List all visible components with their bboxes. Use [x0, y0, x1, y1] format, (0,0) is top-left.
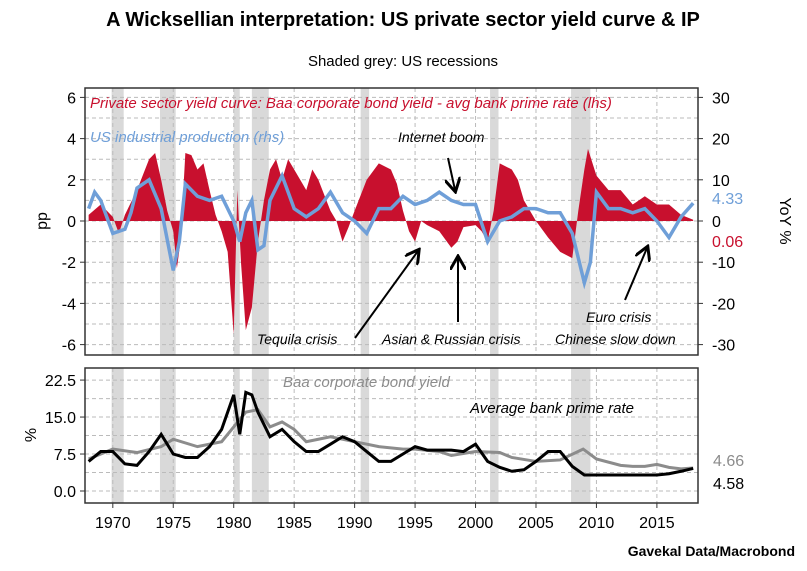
bottom-plot-frame — [84, 367, 699, 504]
x-tick-label: 2000 — [458, 515, 494, 532]
annotation-chinese-slow-down: Chinese slow down — [555, 331, 676, 347]
annotation-arrow — [354, 251, 418, 339]
y-tick-label-right: 20 — [712, 132, 730, 149]
y-axis-label-bottom: % — [23, 428, 40, 442]
annotation-arrow — [448, 157, 455, 190]
x-tick-label: 2005 — [518, 515, 554, 532]
spread-last-value: 0.06 — [712, 234, 743, 251]
annotation-arrow — [624, 248, 647, 301]
annotation-euro-crisis: Euro crisis — [586, 309, 651, 325]
x-tick-label: 1970 — [95, 515, 131, 532]
recession-band — [159, 88, 176, 355]
y-axis-label-right: YoY % — [776, 197, 793, 244]
y-tick-label-bottom: 22.5 — [45, 373, 76, 390]
x-tick-label: 2010 — [579, 515, 615, 532]
recession-band — [233, 88, 240, 355]
recession-band — [111, 368, 124, 503]
x-tick-label: 1985 — [276, 515, 312, 532]
annotation-asian-russian-crisis: Asian & Russian crisis — [381, 331, 521, 347]
y-tick-label-right: 30 — [712, 90, 730, 107]
y-tick-label-left: -6 — [62, 338, 76, 355]
y-tick-label-right: 0 — [712, 214, 721, 231]
legend-prime-rate: Average bank prime rate — [469, 400, 634, 417]
annotation-tequila-crisis: Tequila crisis — [257, 331, 337, 347]
prime-rate-line — [87, 390, 694, 477]
y-tick-label-right: -20 — [712, 296, 735, 313]
legend-yield-curve: Private sector yield curve: Baa corporat… — [90, 95, 612, 112]
baa-yield-line — [88, 407, 694, 471]
x-tick-label: 1980 — [216, 515, 252, 532]
y-tick-label-right: -30 — [712, 338, 735, 355]
y-tick-label-left: 2 — [67, 173, 76, 190]
y-axis-label-left: pp — [34, 212, 51, 230]
x-tick-label: 1975 — [155, 515, 191, 532]
x-tick-label: 1995 — [397, 515, 433, 532]
annotation-internet-boom: Internet boom — [398, 129, 485, 145]
chart-title: A Wicksellian interpretation: US private… — [106, 9, 700, 31]
prime-last-value: 4.58 — [713, 476, 744, 493]
recession-band — [571, 368, 591, 503]
chart-subtitle: Shaded grey: US recessions — [308, 53, 498, 70]
y-tick-label-left: 4 — [67, 132, 76, 149]
y-tick-label-bottom: 7.5 — [54, 447, 76, 464]
recession-band — [571, 88, 591, 355]
y-tick-label-right: -10 — [712, 255, 735, 272]
y-tick-label-left: 6 — [67, 90, 76, 107]
industrial-production-line — [86, 171, 695, 290]
y-tick-label-left: -2 — [62, 255, 76, 272]
y-tick-label-bottom: 15.0 — [45, 410, 76, 427]
y-tick-label-bottom: 0.0 — [54, 484, 76, 501]
baa-last-value: 4.66 — [713, 453, 744, 470]
legend-baa-yield: Baa corporate bond yield — [283, 374, 450, 391]
source-label: Gavekal Data/Macrobond — [628, 543, 795, 559]
x-tick-label: 1990 — [337, 515, 373, 532]
yield-curve-area — [88, 148, 694, 335]
recession-band — [159, 368, 176, 503]
y-tick-label-left: 0 — [67, 214, 76, 231]
recession-band — [360, 368, 370, 503]
y-tick-label-left: -4 — [62, 296, 76, 313]
ip-last-value: 4.33 — [712, 191, 743, 208]
y-tick-label-right: 10 — [712, 173, 730, 190]
x-tick-label: 2015 — [639, 515, 675, 532]
legend-industrial-production: US industrial production (rhs) — [90, 129, 284, 146]
recession-band — [360, 88, 370, 355]
recession-band — [233, 368, 240, 503]
